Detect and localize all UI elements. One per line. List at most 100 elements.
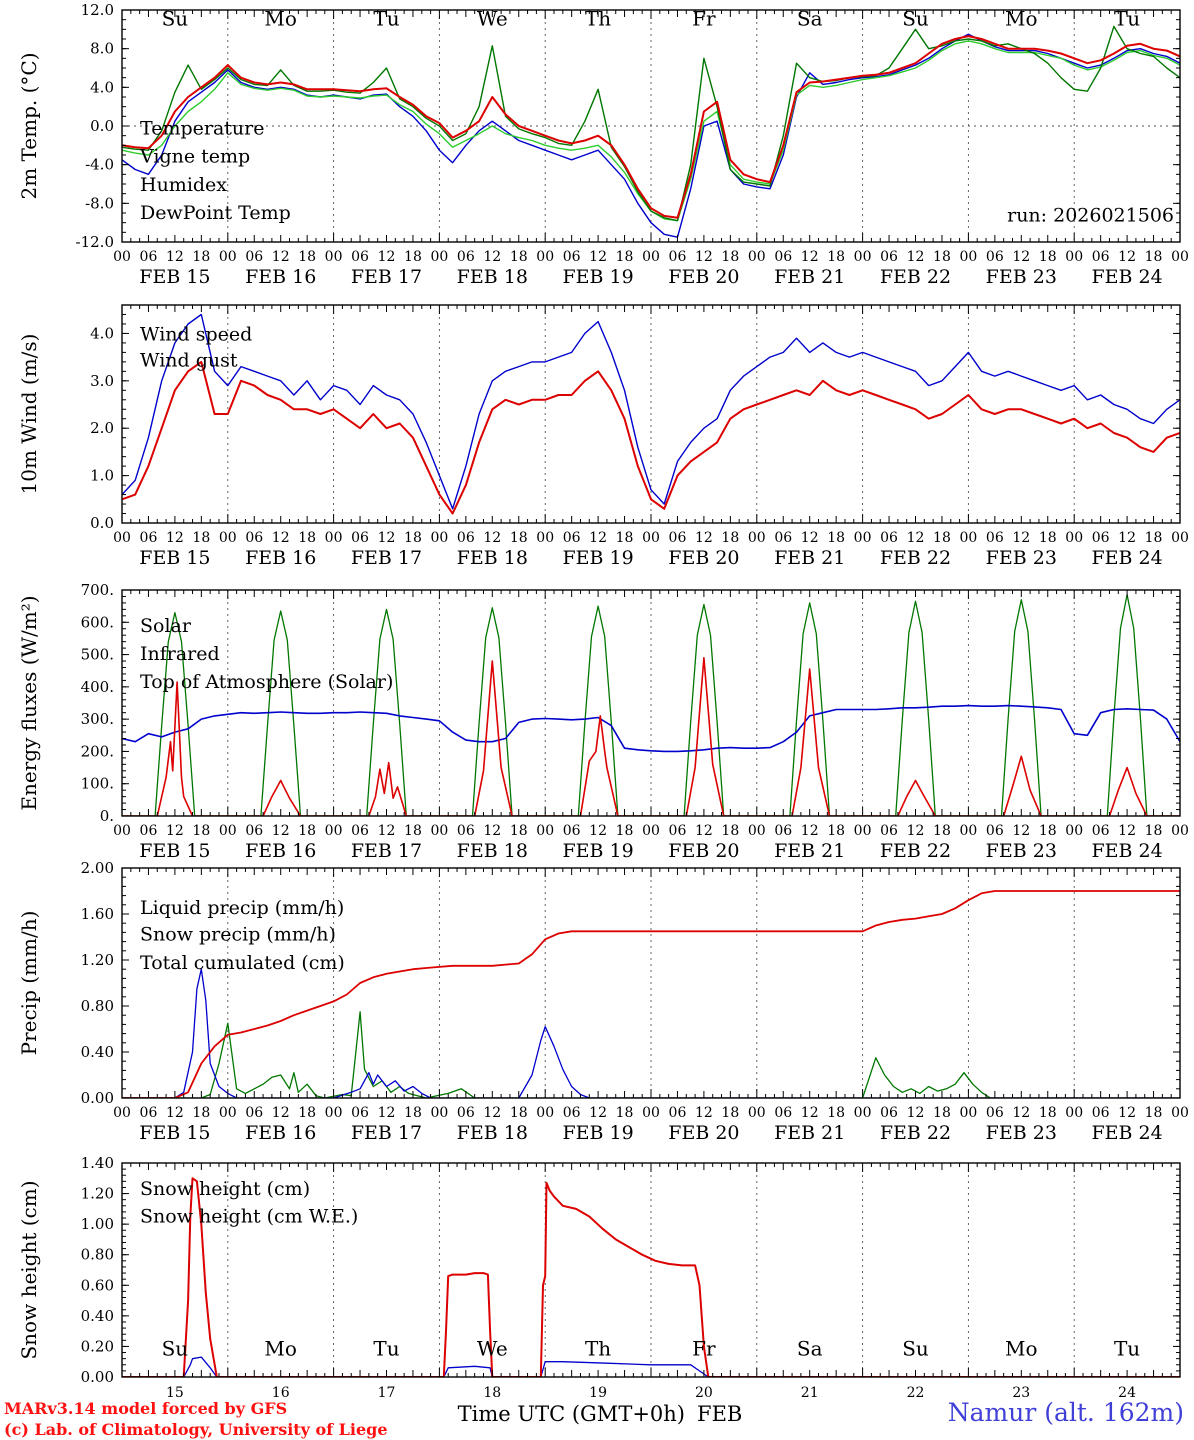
hour-tick-label: 00 [642,530,660,546]
hour-tick-label: 18 [933,249,951,265]
day-number-label: 24 [1118,1385,1136,1401]
model-credit-line1: MARv3.14 model forced by GFS [4,1399,288,1418]
hour-tick-label: 12 [1012,249,1030,265]
series-vigne-temp [122,25,1180,222]
hour-tick-label: 12 [1012,1105,1030,1121]
y-tick-label: 200. [81,742,114,760]
y-tick-label: 500. [81,646,114,664]
hour-tick-label: 06 [1092,530,1110,546]
hour-tick-label: 00 [430,1105,448,1121]
hour-tick-label: 00 [854,823,872,839]
y-tick-label: 0.40 [81,1307,114,1325]
legend-entry: Solar [140,615,192,637]
date-label: FEB 20 [668,840,739,862]
hour-tick-label: 00 [642,823,660,839]
date-label: FEB 20 [668,1122,739,1144]
hour-tick-label: 12 [1118,249,1136,265]
weekday-label: We [477,1337,508,1361]
day-number-label: 17 [378,1385,396,1401]
legend-entry: Humidex [140,174,227,196]
y-tick-label: 1.20 [81,951,114,969]
hour-tick-label: 18 [933,823,951,839]
y-tick-label: 1.60 [81,905,114,923]
hour-tick-label: 18 [1039,1105,1057,1121]
hour-tick-label: 00 [219,1105,237,1121]
hour-tick-label: 00 [113,249,131,265]
hour-tick-label: 00 [219,249,237,265]
y-tick-label: 0.00 [81,1089,114,1107]
run-label: run: 2026021506 [1007,205,1174,227]
hour-tick-label: 18 [721,1105,739,1121]
hour-tick-label: 18 [933,530,951,546]
date-label: FEB 15 [139,547,210,569]
y-tick-label: 0.60 [81,1276,114,1294]
model-credit: MARv3.14 model forced by GFS (c) Lab. of… [4,1398,388,1440]
hour-tick-label: 00 [536,530,554,546]
hour-tick-label: 06 [880,1105,898,1121]
y-axis-title: Energy fluxes (W/m²) [17,595,41,810]
series-snow-precip [122,968,1180,1098]
hour-tick-label: 00 [1065,249,1083,265]
hour-tick-label: 00 [1171,1105,1189,1121]
hour-tick-label: 12 [166,249,184,265]
hour-tick-label: 00 [854,249,872,265]
date-label: FEB 17 [351,547,422,569]
hour-tick-label: 00 [325,823,343,839]
hour-tick-label: 06 [140,1105,158,1121]
y-axis-title: 2m Temp. (°C) [17,52,41,199]
hour-tick-label: 06 [563,249,581,265]
date-label: FEB 22 [880,266,951,288]
y-tick-label: 700. [81,581,114,599]
hour-tick-label: 06 [669,823,687,839]
hour-tick-label: 00 [219,530,237,546]
hour-tick-label: 18 [404,249,422,265]
hour-tick-label: 12 [801,823,819,839]
hour-tick-label: 12 [1118,823,1136,839]
hour-tick-label: 18 [404,1105,422,1121]
hour-tick-label: 00 [325,1105,343,1121]
date-label: FEB 18 [457,840,528,862]
date-label: FEB 22 [880,840,951,862]
hour-tick-label: 12 [589,249,607,265]
hour-tick-label: 18 [827,530,845,546]
hour-tick-label: 18 [721,249,739,265]
hour-tick-label: 18 [1145,249,1163,265]
weekday-label: We [477,6,508,30]
hour-tick-label: 06 [669,249,687,265]
hour-tick-label: 12 [907,823,925,839]
y-tick-label: 8.0 [90,40,114,58]
weekday-label: Tu [373,1337,399,1361]
hour-tick-label: 06 [986,1105,1004,1121]
hour-tick-label: 06 [1092,823,1110,839]
hour-tick-label: 12 [378,823,396,839]
day-number-label: 23 [1012,1385,1030,1401]
date-label: FEB 24 [1091,547,1162,569]
hour-tick-label: 00 [219,823,237,839]
hour-tick-label: 00 [1065,530,1083,546]
date-label: FEB 16 [245,840,316,862]
hour-tick-label: 12 [483,823,501,839]
day-number-label: 18 [483,1385,501,1401]
hour-tick-label: 00 [642,249,660,265]
hour-tick-label: 00 [430,823,448,839]
hour-tick-label: 12 [801,1105,819,1121]
weekday-label: Th [585,6,611,30]
weekday-label: Su [162,1337,189,1361]
hour-tick-label: 12 [907,249,925,265]
hour-tick-label: 00 [959,249,977,265]
y-tick-label: 0.0 [90,514,114,532]
hour-tick-label: 00 [430,249,448,265]
hour-tick-label: 00 [1065,823,1083,839]
hour-tick-label: 18 [404,823,422,839]
time-axis-text: Time UTC (GMT+0h) [457,1402,685,1426]
hour-tick-label: 06 [880,823,898,839]
date-label: FEB 23 [986,547,1057,569]
hour-tick-label: 00 [536,823,554,839]
series-wind-speed [122,360,1180,515]
hour-tick-label: 18 [1145,1105,1163,1121]
hour-tick-label: 06 [457,530,475,546]
panel-temperature: 12.0 8.0 4.0 0.0 -4.0 -8.0 -12.0 2m Temp. (°C) T… [17,1,1189,288]
y-tick-label: 3.0 [90,372,114,390]
hour-tick-label: 00 [1065,1105,1083,1121]
